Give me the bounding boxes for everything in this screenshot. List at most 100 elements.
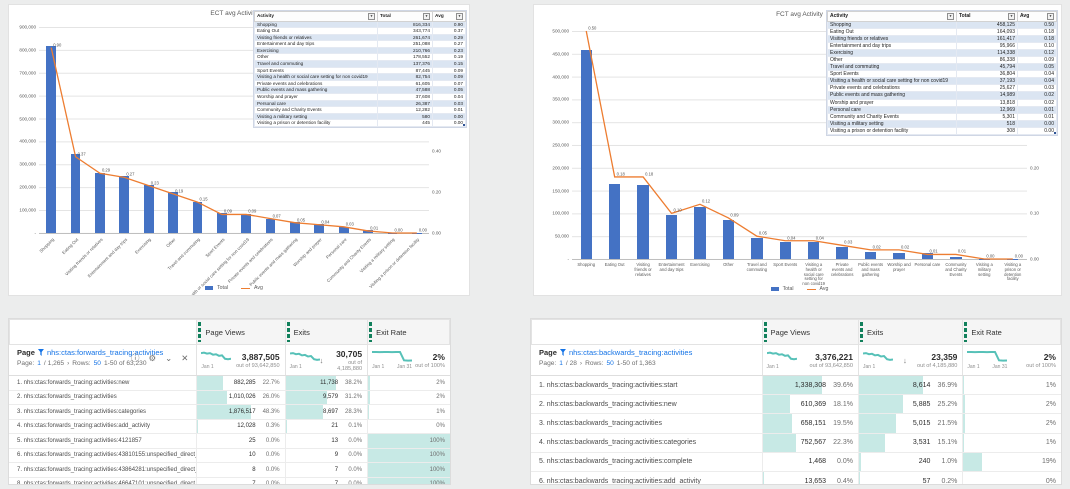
page-name-cell: 4. nhs:ctas:forwards_tracing:activities:… [17, 423, 151, 430]
table-row[interactable]: 1. nhs:ctas:backwards_tracing:activities… [531, 376, 1061, 396]
gear-icon[interactable]: ⚙ [148, 353, 157, 363]
value-bar [762, 376, 822, 395]
rows-count-link[interactable]: 50 [93, 360, 101, 367]
y-axis-tick: 50,000 [554, 233, 569, 239]
total-cell: 308 [956, 126, 1018, 136]
data-label: 0.07 [272, 213, 281, 219]
data-label: 0.12 [701, 198, 711, 204]
table-row[interactable]: 6. nhs:ctas:backwards_tracing:activities… [531, 471, 1061, 484]
avg-cell: 0.90 [432, 20, 466, 29]
value-bar [963, 395, 966, 414]
x-axis-label: Personal care [324, 237, 348, 260]
table-row[interactable]: 7. nhs:ctas:forwards_tracing:activities:… [9, 463, 450, 478]
value-bar [859, 414, 897, 433]
total-cell: 25,627 [956, 84, 1018, 93]
y-axis-tick: 250,000 [552, 142, 569, 148]
table-row[interactable]: 8. nhs:ctas:forwards_tracing:activities:… [9, 477, 450, 484]
name-column-header [531, 319, 762, 345]
table-row[interactable]: 1. nhs:ctas:forwards_tracing:activities:… [9, 376, 450, 391]
table-row[interactable]: 4. nhs:ctas:backwards_tracing:activities… [531, 433, 1061, 453]
metric-column-header[interactable]: Exits [284, 319, 368, 345]
filter-dropdown-icon[interactable]: ▾ [456, 13, 463, 20]
data-label: 0.05 [296, 217, 306, 223]
table-row[interactable]: 6. nhs:ctas:forwards_tracing:activities:… [9, 448, 450, 463]
rows-count-link[interactable]: 50 [606, 360, 614, 367]
bar-series [572, 31, 1027, 259]
sparkline-dates: Jan 1 [863, 364, 893, 370]
activity-cell: Visiting a military setting [254, 112, 378, 121]
filter-dropdown-icon[interactable]: ▾ [368, 13, 375, 20]
table-row[interactable]: 5. nhs:ctas:forwards_tracing:activities:… [9, 434, 450, 449]
exit-rate-cell: 1% [962, 433, 1061, 452]
next-page-icon[interactable]: › [579, 360, 583, 367]
filter-icon[interactable] [559, 349, 566, 356]
filter-dropdown-icon[interactable]: ▾ [1047, 13, 1054, 20]
value-bar [197, 390, 227, 404]
avg-cell: 0.00 [1017, 126, 1057, 136]
table-row: Shopping 458,125 0.50 [827, 20, 1057, 29]
filter-dropdown-icon[interactable]: ▾ [947, 13, 954, 20]
x-axis-label: Visiting a prison or detention facility [368, 237, 421, 290]
x-axis-label: Eating Out [604, 262, 625, 267]
sort-descending-icon[interactable]: ↓ [319, 355, 324, 365]
filter-icon[interactable] [37, 349, 44, 356]
metric-column-header[interactable]: Exits [858, 319, 963, 345]
exits-cell: 7 0.0% [284, 463, 367, 477]
metric-column-header[interactable]: Page Views [196, 319, 285, 345]
info-icon[interactable]: ⓘ [131, 353, 140, 363]
table-row: Public events and mass gathering 14,989 0.… [827, 91, 1057, 100]
metric-accent-bar [286, 322, 290, 342]
table-row[interactable]: 5. nhs:ctas:backwards_tracing:activities… [531, 452, 1061, 472]
page-filter-link[interactable]: nhs:ctas:backwards_tracing:activities [568, 348, 693, 357]
table-row[interactable]: 2. nhs:ctas:forwards_tracing:activities 1… [9, 390, 450, 405]
table-row: Exercising 114,338 0.12 [827, 48, 1057, 57]
page-name-cell: 4. nhs:ctas:backwards_tracing:activities… [539, 439, 697, 447]
bar [836, 247, 848, 259]
page-name-cell: 6. nhs:ctas:forwards_tracing:activities:… [17, 452, 196, 459]
bar [580, 50, 592, 259]
bar [290, 222, 300, 233]
chevron-down-icon[interactable]: ⌄ [165, 353, 173, 363]
exits-value: 13 [331, 437, 339, 444]
page-views-percent: 0.0% [265, 437, 280, 444]
metric-column-header[interactable]: Exit Rate [962, 319, 1061, 345]
table-row[interactable]: 2. nhs:ctas:backwards_tracing:activities… [531, 395, 1061, 415]
table-row: Travel and commuting 45,794 0.05 [827, 63, 1057, 72]
exits-percent: 0.0% [348, 437, 363, 444]
legend-total-swatch [770, 287, 779, 291]
page-number-link[interactable]: 1 [37, 360, 41, 367]
exit-rate-cell: 2% [367, 376, 450, 390]
filter-dropdown-icon[interactable]: ▾ [423, 13, 430, 20]
table-row: Visiting friends or relatives 261,674 0.29 [254, 33, 466, 42]
page-name-cell: 2. nhs:ctas:forwards_tracing:activities [17, 394, 117, 401]
exits-percent: 28.3% [345, 408, 363, 415]
page-views-percent: 0.3% [265, 423, 280, 430]
page-filter-link[interactable]: nhs:ctas:forwards_tracing:activities [46, 348, 164, 357]
sort-descending-icon[interactable]: ↓ [903, 355, 907, 365]
page-number-link[interactable]: 1 [559, 360, 563, 367]
activity-cell: Community and Charity Events [827, 112, 957, 121]
close-icon[interactable]: ✕ [181, 353, 189, 363]
avg-cell: 0.02 [1017, 91, 1057, 100]
avg-cell: 0.18 [1017, 34, 1057, 43]
table-row[interactable]: 4. nhs:ctas:forwards_tracing:activities:… [9, 419, 450, 434]
avg-cell: 0.50 [1017, 20, 1057, 29]
page-views-cell: 752,567 22.3% [761, 433, 858, 452]
filter-dropdown-icon[interactable]: ▾ [1008, 13, 1015, 20]
x-axis-label: Shopping [38, 237, 55, 254]
table-row[interactable]: 3. nhs:ctas:backwards_tracing:activities… [531, 414, 1061, 434]
metric-column-label: Page Views [205, 327, 245, 337]
data-label: 0.01 [957, 248, 967, 254]
legend-avg-swatch [241, 287, 251, 289]
next-page-icon[interactable]: › [67, 360, 70, 367]
y-axis-tick: 450,000 [552, 51, 569, 57]
data-label: 0.18 [645, 171, 654, 177]
exit-rate-percent: 1% [1045, 381, 1056, 389]
metric-column-header[interactable]: Exit Rate [367, 319, 450, 345]
page-views-cell: 1,338,308 39.6% [761, 376, 858, 395]
avg-cell: 0.00 [432, 119, 466, 127]
page-dimension-label: Page [539, 348, 557, 357]
table-row[interactable]: 3. nhs:ctas:forwards_tracing:activities:… [9, 405, 450, 420]
metric-column-header[interactable]: Page Views [761, 319, 858, 345]
data-label: 0.00 [394, 227, 403, 233]
